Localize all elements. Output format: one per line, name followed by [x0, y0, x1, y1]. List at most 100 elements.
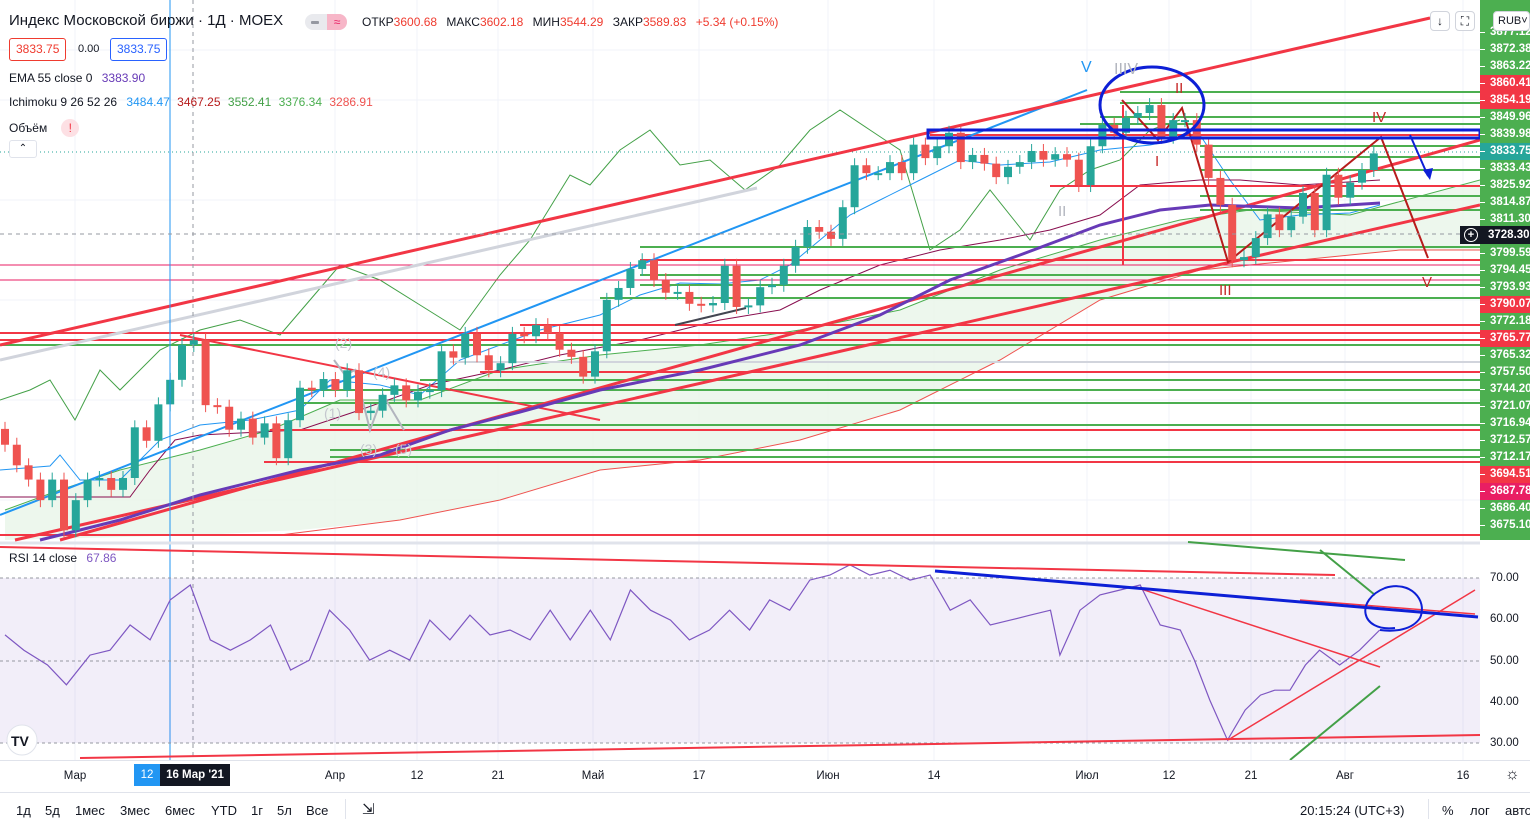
symbol-title[interactable]: Индекс Московской биржи · 1Д · MOEX — [9, 12, 284, 29]
add-alert-icon[interactable]: + — [1464, 228, 1478, 242]
high-value: 3602.18 — [479, 15, 524, 29]
price-level-label: 3854.19 — [1480, 92, 1530, 109]
candle-down — [1334, 174, 1343, 198]
range-all[interactable]: Все — [306, 803, 329, 818]
candle-up — [626, 268, 635, 288]
candle-up — [1263, 214, 1272, 239]
range-6m[interactable]: 6мес — [165, 803, 195, 818]
close-value: 3589.83 — [642, 15, 687, 29]
candle-down — [331, 379, 340, 391]
candle-down — [650, 260, 658, 281]
range-1y[interactable]: 1г — [251, 803, 263, 818]
clock-timezone[interactable]: 20:15:24 (UTC+3) — [1300, 803, 1405, 818]
price-axis[interactable]: 3877.12 3872.38 3863.22 3860.41 3854.19 3849.… — [1480, 0, 1530, 540]
auto-scale-toggle[interactable]: авто — [1505, 803, 1530, 818]
candle-up — [1133, 112, 1142, 118]
candle-up — [1004, 166, 1012, 178]
candle-down — [142, 427, 151, 441]
scroll-to-latest-button[interactable]: ↓ — [1430, 11, 1450, 31]
fullscreen-button[interactable]: ⛶ — [1455, 11, 1475, 31]
warning-icon[interactable]: ! — [61, 119, 80, 137]
candle-down — [307, 387, 316, 391]
low-value: 3544.29 — [559, 15, 604, 29]
candle-up — [237, 418, 245, 430]
range-1m[interactable]: 1мес — [75, 803, 105, 818]
price-level-label: 3744.20 — [1480, 381, 1530, 398]
rsi-legend[interactable]: RSI 14 close 67.86 — [9, 551, 116, 565]
rsi-axis[interactable]: 70.00 60.00 50.00 40.00 30.00 — [1480, 545, 1530, 760]
gray-trend-line — [0, 186, 758, 362]
candle-down — [213, 405, 222, 408]
range-5d[interactable]: 5д — [45, 803, 60, 818]
buy-button[interactable]: 3833.75 — [110, 38, 168, 61]
candle-up — [909, 144, 918, 174]
sell-button[interactable]: 3833.75 — [9, 38, 67, 61]
candle-up — [1240, 257, 1248, 261]
low-label: МИН — [532, 15, 560, 29]
ichimoku-legend[interactable]: Ichimoku 9 26 52 26 3484.47 3467.25 3552… — [9, 95, 373, 109]
ema-legend[interactable]: EMA 55 close 0 3383.90 — [9, 71, 145, 85]
time-tick: Июн — [816, 770, 840, 782]
price-level-label: 3833.43 — [1480, 160, 1530, 177]
currency-select[interactable]: RUB˅ — [1493, 11, 1530, 31]
ema-55-line — [39, 201, 1381, 542]
chart-canvas[interactable]: V IIIV II I II III IV V (1) (2) (3) (4) … — [0, 0, 1482, 761]
time-axis[interactable]: Мар 12 16 Мар '21 Апр 12 21 Май 17 Июн 1… — [0, 760, 1530, 792]
go-to-date-calendar-icon[interactable]: ⇲ — [362, 801, 375, 818]
candle-up — [130, 427, 139, 478]
candle-up — [319, 379, 328, 391]
minus-icon — [311, 21, 319, 24]
candle-up — [1145, 105, 1154, 113]
wave-label: V — [1422, 274, 1432, 291]
range-ytd[interactable]: YTD — [211, 803, 237, 818]
candle-down — [685, 291, 694, 304]
candle-up — [1346, 182, 1355, 198]
candle-down — [956, 132, 965, 163]
rsi-red-trend — [1134, 586, 1381, 668]
range-5y[interactable]: 5л — [277, 803, 292, 818]
candle-down — [897, 162, 906, 174]
collapse-legend-button[interactable]: ⌃ — [9, 140, 37, 158]
candle-up — [1287, 216, 1296, 231]
candle-down — [827, 231, 835, 239]
tradingview-logo[interactable]: TV — [6, 724, 38, 756]
candle-up — [673, 291, 682, 294]
chart-mode-toggle[interactable]: ≈ — [305, 14, 347, 30]
rsi-red-trend — [79, 734, 1481, 759]
percent-scale-toggle[interactable]: % — [1442, 803, 1454, 818]
candle-up — [602, 299, 611, 352]
rsi-green-line — [1289, 685, 1381, 761]
candle-up — [119, 477, 127, 490]
range-3m[interactable]: 3мес — [120, 803, 150, 818]
candle-down — [1157, 105, 1166, 137]
ichimoku-value: 3376.34 — [278, 95, 323, 109]
candle-up — [1299, 192, 1307, 217]
candle-down — [484, 355, 493, 371]
ichimoku-kijun — [0, 179, 1381, 498]
candle-down — [555, 333, 564, 350]
candle-up — [709, 303, 717, 306]
range-1d[interactable]: 1д — [16, 803, 31, 818]
candle-down — [1074, 159, 1083, 186]
settings-gear-icon[interactable]: ☼ — [1505, 766, 1520, 783]
candle-down — [1063, 154, 1071, 160]
wave-label: II — [1058, 203, 1066, 220]
rsi-red-trend — [0, 546, 1336, 576]
candle-down — [520, 333, 529, 337]
candle-down — [1310, 192, 1319, 231]
chart-area[interactable]: V IIIV II I II III IV V (1) (2) (3) (4) … — [0, 0, 1482, 761]
price-level-label: 3712.17 — [1480, 449, 1530, 466]
price-level-label: 3794.45 — [1480, 262, 1530, 279]
time-tick: 12 — [410, 770, 424, 782]
rsi-tick: 50.00 — [1490, 655, 1519, 667]
volume-legend[interactable]: Объём! — [9, 119, 80, 137]
candle-up — [614, 287, 623, 300]
ichimoku-span-a — [4, 179, 1481, 511]
log-scale-toggle[interactable]: лог — [1470, 803, 1490, 818]
candle-up — [756, 287, 765, 306]
time-tick: Авг — [1336, 770, 1354, 782]
candle-down — [543, 325, 552, 334]
ichimoku-value: 3552.41 — [227, 95, 272, 109]
rsi-tick: 70.00 — [1490, 572, 1519, 584]
chevron-down-icon: ˅ — [1521, 15, 1528, 27]
